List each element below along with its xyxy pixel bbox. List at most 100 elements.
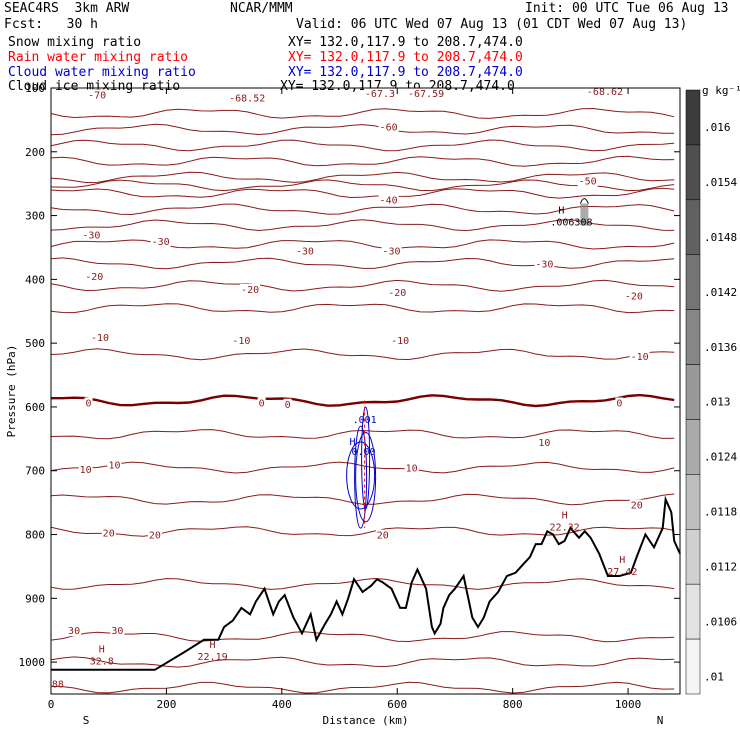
init-time: Init: 00 UTC Tue 06 Aug 13 <box>525 1 729 16</box>
isotherm <box>50 348 675 361</box>
cloud-water-contour <box>354 425 368 529</box>
contour-label-bg <box>404 462 419 474</box>
contour-label-bg <box>381 245 402 257</box>
contour-label-bg <box>363 88 396 100</box>
contour-label: -30 <box>382 247 400 258</box>
extremum-marker: 88 <box>52 680 64 691</box>
snow-shading <box>580 203 589 226</box>
contour-label-bg <box>629 350 650 362</box>
isotherm <box>50 155 675 167</box>
contour-label: 10 <box>406 464 418 475</box>
colorbar-swatch <box>685 419 701 475</box>
x-end-label-south: S <box>83 714 90 727</box>
cloud-water-contour <box>346 441 376 510</box>
cloud-water-contours <box>346 400 377 529</box>
contour-label: 20 <box>631 501 643 512</box>
contour-label-bg <box>375 529 390 541</box>
colorbar-swatch <box>685 474 701 530</box>
extremum-value: 22.32 <box>550 523 580 534</box>
contour-label: 30 <box>68 626 80 637</box>
contour-label: 0 <box>285 400 291 411</box>
contour-label: 0 <box>616 398 622 409</box>
snow-contour <box>579 198 589 204</box>
extremum-marker: H <box>210 640 216 651</box>
contour-label-bg <box>110 625 125 637</box>
contour-label: -50 <box>579 176 597 187</box>
valid-time: Valid: 06 UTC Wed 07 Aug 13 (01 CDT Wed … <box>296 17 688 32</box>
extremum-value: 32.8 <box>90 657 114 668</box>
contour-label: -10 <box>232 336 250 347</box>
colorbar-swatch <box>685 638 701 695</box>
contour-label: -30 <box>152 237 170 248</box>
contour-label-bg <box>231 334 252 346</box>
extremum-marker: H <box>562 511 568 522</box>
isotherm <box>50 279 675 292</box>
contour-label: 20 <box>377 531 389 542</box>
colorbar-label: .0118 <box>704 506 737 519</box>
isotherm <box>50 179 675 192</box>
contour-label-bg <box>585 86 624 98</box>
isotherm <box>50 631 675 643</box>
colorbar-swatch <box>685 199 701 255</box>
extremum-value: 27.42 <box>607 567 637 578</box>
isotherm-zero <box>51 393 675 408</box>
extremum-marker: H <box>619 555 625 566</box>
contour-label-bg <box>615 397 624 409</box>
isotherm <box>50 257 675 270</box>
field-xy-snow: XY= 132.0,117.9 to 208.7,474.0 <box>288 35 523 50</box>
colorbar-swatch <box>685 254 701 310</box>
contour-label: -20 <box>625 291 643 302</box>
contour-label: -20 <box>241 285 259 296</box>
colorbar-swatch <box>685 364 701 420</box>
contour-label-bg <box>87 89 108 101</box>
isotherm <box>50 493 675 506</box>
colorbar-swatch <box>685 529 701 585</box>
snow-max-value: .006308 <box>550 218 592 229</box>
field-xy-rain: XY= 132.0,117.9 to 208.7,474.0 <box>288 50 523 65</box>
terrain-profile <box>51 495 681 671</box>
cloud-water-max-value: 0.00 <box>351 447 375 458</box>
contour-label: -68.62 <box>587 87 623 98</box>
contour-label: 0 <box>259 398 265 409</box>
contour-label: -68.52 <box>229 94 265 105</box>
field-xy-cloud-water: XY= 132.0,117.9 to 208.7,474.0 <box>288 65 523 80</box>
contour-label: -10 <box>91 333 109 344</box>
contour-label: -30 <box>535 259 553 270</box>
isotherm <box>50 203 675 216</box>
colorbar-label: .01 <box>704 670 724 683</box>
colorbar-label: .0136 <box>704 341 737 354</box>
y-tick-label-top: 100 <box>25 82 45 95</box>
colorbar-unit: g kg⁻¹ <box>702 84 740 97</box>
contour-label: -67.59 <box>408 89 444 100</box>
contour-label-bg <box>537 437 552 449</box>
terrain-line <box>51 495 681 671</box>
contour-label-bg <box>78 463 93 475</box>
isotherm <box>50 187 675 199</box>
field-label-snow: Snow mixing ratio <box>8 35 142 50</box>
colorbar-swatch <box>685 309 701 365</box>
isotherm <box>50 139 675 152</box>
contour-label-bg <box>67 625 82 637</box>
colorbar-swatch <box>685 89 701 146</box>
contour-label: 10 <box>80 465 92 476</box>
contour-label-bg <box>81 229 102 241</box>
contour-label-bg <box>294 245 315 257</box>
y-tick-label: 500 <box>25 337 45 350</box>
colorbar-label: .013 <box>704 396 731 409</box>
colorbar-label: .0154 <box>704 176 737 189</box>
contour-label-bg <box>407 88 446 100</box>
extremum-marker: H <box>99 645 105 656</box>
contour-label-bg <box>150 236 171 248</box>
colorbar-label: .0124 <box>704 451 737 464</box>
snow-contours <box>579 198 589 226</box>
x-axis-label: Distance (km) <box>322 714 408 727</box>
isotherm <box>50 681 675 694</box>
contour-label: -40 <box>380 196 398 207</box>
x-tick-label: 600 <box>387 698 407 711</box>
plot-frame <box>50 87 681 695</box>
x-tick-label: 1000 <box>615 698 642 711</box>
colorbar-swatch <box>685 144 701 201</box>
colorbar: .016 .0154 .0148 .0142 .0136 .013 .0124 .0118 .0… <box>685 84 740 695</box>
